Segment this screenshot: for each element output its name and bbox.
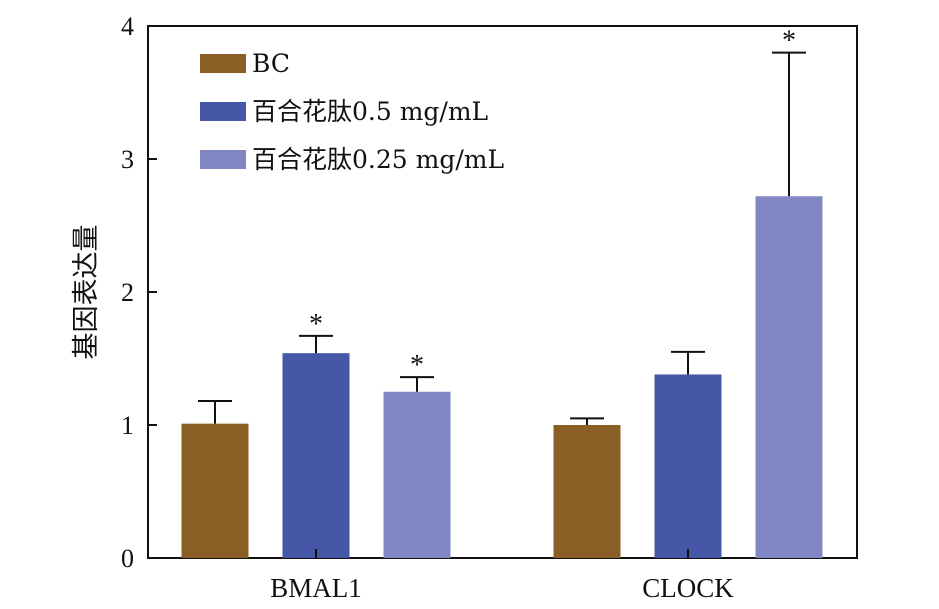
legend-label: BC xyxy=(252,49,290,78)
y-tick-label: 3 xyxy=(121,145,134,174)
bar xyxy=(181,423,249,558)
legend-swatch xyxy=(200,102,246,121)
x-axis: BMAL1 CLOCK xyxy=(270,549,734,603)
bar xyxy=(282,353,350,558)
y-tick-label: 2 xyxy=(121,278,134,307)
bar xyxy=(755,196,823,559)
x-tick-label: CLOCK xyxy=(642,573,734,603)
bar xyxy=(553,425,621,558)
y-tick-label: 1 xyxy=(121,411,134,440)
significance-marker: * xyxy=(410,350,424,381)
y-axis: 0 1 2 3 4 xyxy=(121,12,157,573)
y-tick-label: 0 xyxy=(121,544,134,573)
bar xyxy=(654,374,722,558)
legend: BC 百合花肽0.5 mg/mL 百合花肽0.25 mg/mL xyxy=(200,49,504,174)
legend-label: 百合花肽0.5 mg/mL xyxy=(252,97,488,126)
significance-marker: * xyxy=(309,309,323,340)
significance-marker: * xyxy=(782,26,796,57)
y-axis-label: 基因表达量 xyxy=(71,225,102,360)
x-tick-label: BMAL1 xyxy=(270,573,362,603)
bars: * * * xyxy=(181,26,823,559)
y-tick-label: 4 xyxy=(121,12,134,41)
legend-swatch xyxy=(200,150,246,169)
legend-label: 百合花肽0.25 mg/mL xyxy=(252,145,504,174)
bar xyxy=(383,391,451,558)
legend-swatch xyxy=(200,54,246,73)
